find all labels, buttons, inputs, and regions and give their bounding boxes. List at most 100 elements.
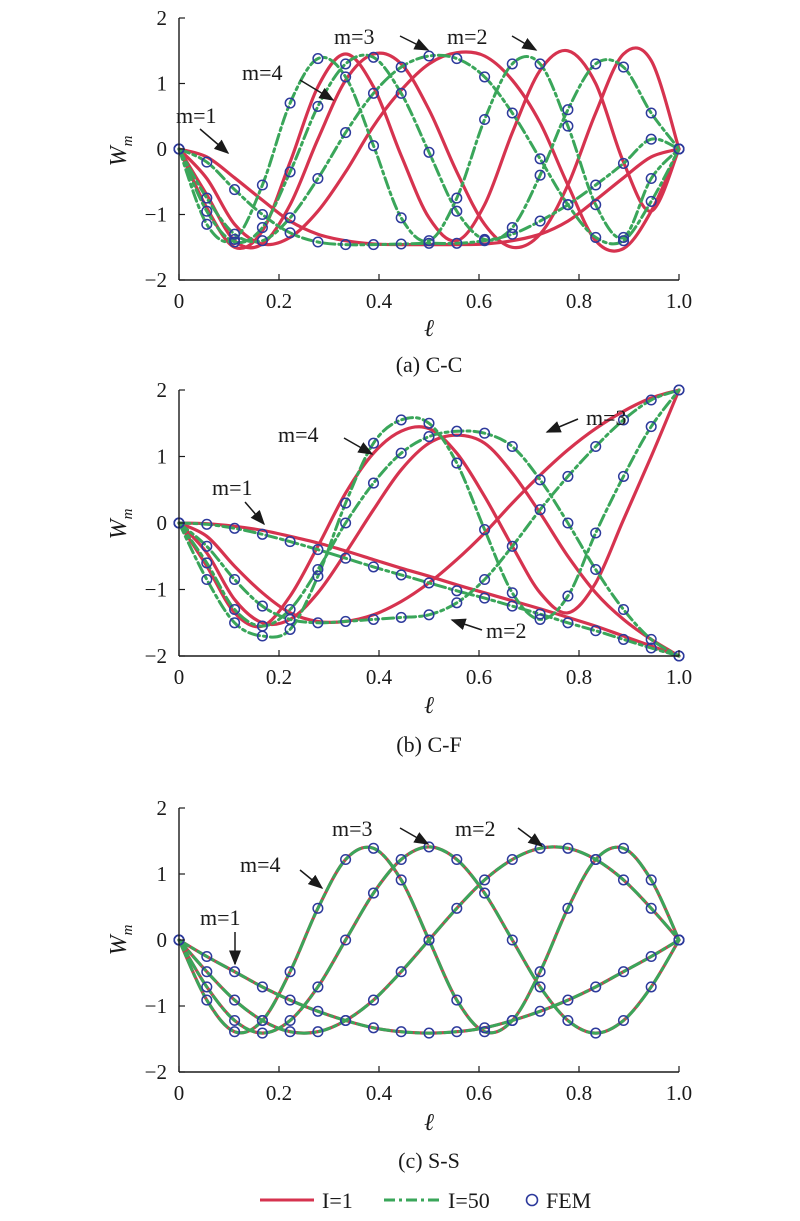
panel-a-fem-point	[229, 233, 241, 245]
panel-c-fem-point	[479, 1026, 491, 1038]
panel-a-fem-point	[395, 212, 407, 224]
panel-c-fem-point	[312, 902, 324, 914]
panel-a-fem-point	[256, 208, 268, 221]
panel-a-fem-point	[590, 179, 602, 191]
panel-c-fem-point	[506, 1014, 518, 1027]
panel-b-ytick-label: 1	[157, 445, 168, 469]
panel-b-fem-point	[395, 611, 407, 623]
panel-a-fem-point	[645, 172, 657, 185]
panel-c-fem-point	[534, 981, 546, 993]
panel-a-fem-point	[312, 172, 324, 185]
panel-c-fem-point	[423, 934, 435, 946]
panel-b-xtick-label: 0.8	[566, 665, 592, 689]
panel-c-fem-point	[284, 994, 296, 1006]
panel-a-annotation-m1-arrow	[199, 128, 230, 154]
panel-b-fem-point	[367, 561, 380, 573]
panel-b-xtick-label: 0.4	[366, 665, 393, 689]
panel-b-ytick-labels: −2 −1 0 1 2	[145, 378, 167, 668]
panel-b-fem-point	[256, 630, 268, 642]
panel-c-xtick-labels: 0 0.2 0.4 0.6 0.8 1.0	[174, 1081, 692, 1105]
panel-a-fem-point	[423, 146, 435, 158]
panel-b-xtick-label: 1.0	[666, 665, 692, 689]
panel-b-fem-point	[673, 384, 685, 396]
panel-b-annotation-m1-label: m=1	[212, 475, 253, 500]
panel-a-fem-point	[673, 143, 685, 155]
panel-a-fem-point	[284, 212, 296, 224]
panel-b-fem-point	[479, 573, 491, 586]
panel-b-fem-point	[340, 497, 352, 509]
panel-b-fem-point	[395, 414, 407, 426]
panel-b-fem-point	[312, 544, 324, 556]
panel-c-annotation-m1: m=1	[200, 905, 241, 966]
panel-c-ytick-labels: −2 −1 0 1 2	[145, 796, 167, 1084]
panel-b-fem-point	[284, 623, 296, 635]
legend: I=1 I=50 FEM	[260, 1188, 591, 1213]
panel-b-fem-point	[367, 477, 380, 489]
panel-c-fem-point	[451, 994, 463, 1006]
panel-c-fem-point	[201, 950, 213, 963]
panel-b-fem-point	[256, 528, 268, 540]
panel-c-fem-point	[506, 934, 518, 946]
panel-c-fem-point	[617, 842, 630, 854]
panel-c-fem-point	[395, 874, 407, 886]
panel-c-fem-point	[451, 902, 463, 914]
panel-b-caption: (b) C-F	[396, 732, 461, 757]
panel-b-annotation-m4: m=4	[278, 422, 374, 455]
panel-b-fem-point	[645, 633, 657, 645]
panel-b-fem-point	[590, 625, 602, 637]
panel-b-fem-point	[340, 552, 352, 564]
panel-b-fem-point	[229, 603, 241, 616]
panel-c-fem-point	[395, 853, 407, 866]
panel-c-ytick-label: −1	[145, 994, 167, 1018]
panel-b-fem-point	[645, 394, 657, 406]
panel-a-fem-point	[562, 104, 574, 116]
panel-c-annotation-m2-label: m=2	[455, 816, 496, 841]
panel-c-fem-point	[367, 994, 380, 1006]
panel-b-fem-point	[423, 431, 435, 443]
panel-a-fem-point	[395, 61, 407, 73]
panel-a-fem-point	[423, 235, 435, 247]
panel-b-ytick-label: −1	[145, 578, 167, 602]
panel-a-fem-point	[395, 238, 407, 250]
panel-b-fem-point	[534, 474, 546, 486]
panel-a-fem-point	[201, 156, 213, 168]
panel-c-fem-point	[590, 981, 602, 993]
panel-a-fem-point	[479, 71, 491, 83]
panel-c-xtick-label: 0.2	[266, 1081, 292, 1105]
panel-b-fem-point	[451, 457, 463, 469]
panel-b-fem-point	[201, 540, 213, 552]
panel-c-fem-point	[479, 1022, 491, 1034]
panel-c-fem-point	[562, 1014, 574, 1027]
panel-a-fem-point	[645, 195, 657, 207]
panel-a-annotation-m2: m=2	[447, 24, 538, 51]
panel-c-fem-point	[590, 853, 602, 866]
panel-c-fem-point	[229, 994, 241, 1006]
panel-b-fem-point	[506, 540, 518, 552]
panel-a-fem-point	[506, 107, 518, 119]
panel-b-fem-point	[423, 417, 435, 429]
panel-c-fem-point	[534, 1005, 546, 1017]
panel-c-annotation-m2: m=2	[455, 816, 544, 847]
panel-b-series-i50-m2	[177, 388, 681, 625]
panel-a-fem-point	[312, 236, 324, 248]
panel-a-series-i50-m4	[177, 55, 681, 244]
panel-a-annotation-m3-label: m=3	[334, 24, 375, 49]
panel-b-fem-point	[367, 613, 380, 625]
panel-a-fem-point	[479, 113, 491, 126]
panel-c-fem-point	[367, 887, 380, 899]
panel-c-fem-point	[534, 966, 546, 978]
panel-a-fem-point	[562, 120, 574, 132]
panel-b-fem-point	[590, 440, 602, 453]
panel-b-fem-point	[340, 615, 352, 627]
panel-a-fem-point	[562, 199, 574, 211]
panel-a-annotation-m2-label: m=2	[447, 24, 488, 49]
panel-b-fem-point	[229, 617, 241, 629]
panel-b-series-i1-m3	[177, 433, 681, 658]
panel-a-fem-point	[534, 215, 546, 227]
panel-b-fem-point	[312, 563, 324, 576]
panel-b-xlabel: ℓ	[424, 693, 434, 719]
panel-b-fem-point	[479, 524, 491, 536]
panel-b-annotation-m4-arrow	[343, 437, 374, 455]
panel-a-ytick-labels: −2 −1 0 1 2	[145, 6, 167, 292]
panel-c-fem-point	[201, 994, 213, 1006]
